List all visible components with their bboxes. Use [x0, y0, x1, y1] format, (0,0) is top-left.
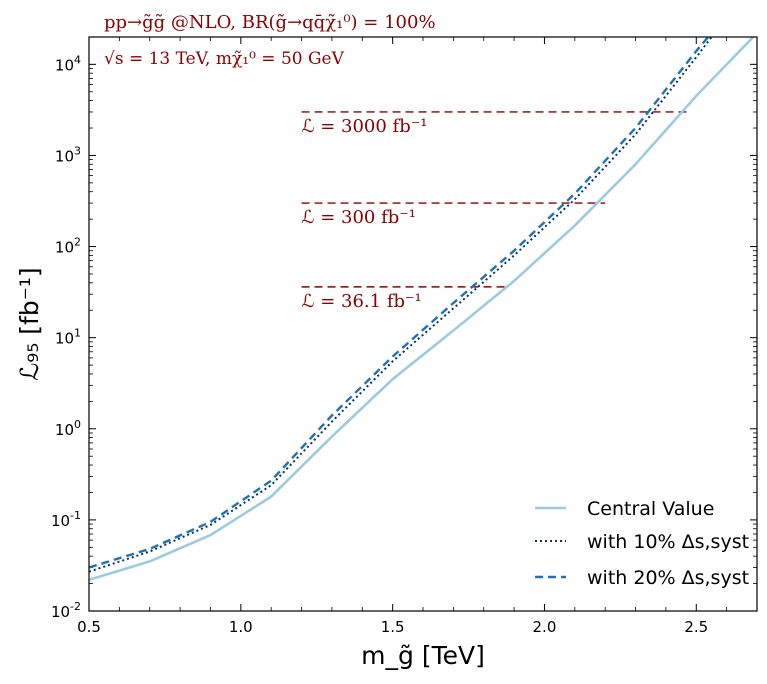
plot-frame [88, 36, 758, 612]
x-tick-label: 1.0 [229, 618, 253, 636]
y-tick-label: 100 [55, 418, 81, 439]
x-tick-label: 0.5 [77, 618, 101, 636]
legend-label: with 10% Δs,syst [587, 531, 749, 553]
legend-label: with 20% Δs,syst [587, 567, 749, 589]
y-tick-label: 10-2 [51, 600, 81, 621]
y-tick-label: 102 [55, 236, 81, 257]
x-tick-label: 2.0 [533, 618, 557, 636]
series-line [89, 37, 710, 569]
reference-label: ℒ = 3000 fb⁻¹ [302, 116, 428, 137]
series-line [89, 37, 713, 573]
reference-labels: ℒ = 3000 fb⁻¹ ℒ = 300 fb⁻¹ ℒ = 36.1 fb⁻¹ [302, 116, 428, 312]
series-lines [89, 37, 756, 582]
reference-label: ℒ = 36.1 fb⁻¹ [302, 291, 422, 312]
y-tick-label: 104 [55, 53, 81, 74]
y-axis-label: ℒ₉₅ [fb⁻¹] [15, 267, 44, 380]
axis-ticks: 0.5 1.0 1.5 2.0 2.5 10-2 10-1 100 101 102 103 104 [51, 37, 758, 636]
chart-title-line2: √s = 13 TeV, mχ̃₁⁰ = 50 GeV [104, 49, 345, 69]
reference-lines [301, 111, 688, 288]
series-line [89, 37, 756, 582]
legend-label: Central Value [587, 498, 714, 520]
legend: Central Value with 10% Δs,syst with 20% Δs… [535, 498, 749, 589]
x-tick-label: 2.5 [684, 618, 708, 636]
reference-label: ℒ = 300 fb⁻¹ [302, 207, 416, 228]
y-tick-label: 10-1 [51, 509, 81, 530]
x-tick-label: 1.5 [381, 618, 405, 636]
y-tick-label: 101 [55, 327, 81, 348]
x-axis-label: m_g̃ [TeV] [361, 641, 485, 670]
chart-title-line1: pp→g̃g̃ @NLO, BR(g̃→qq̄χ̃₁⁰) = 100% [104, 12, 436, 33]
y-tick-label: 103 [55, 144, 81, 165]
